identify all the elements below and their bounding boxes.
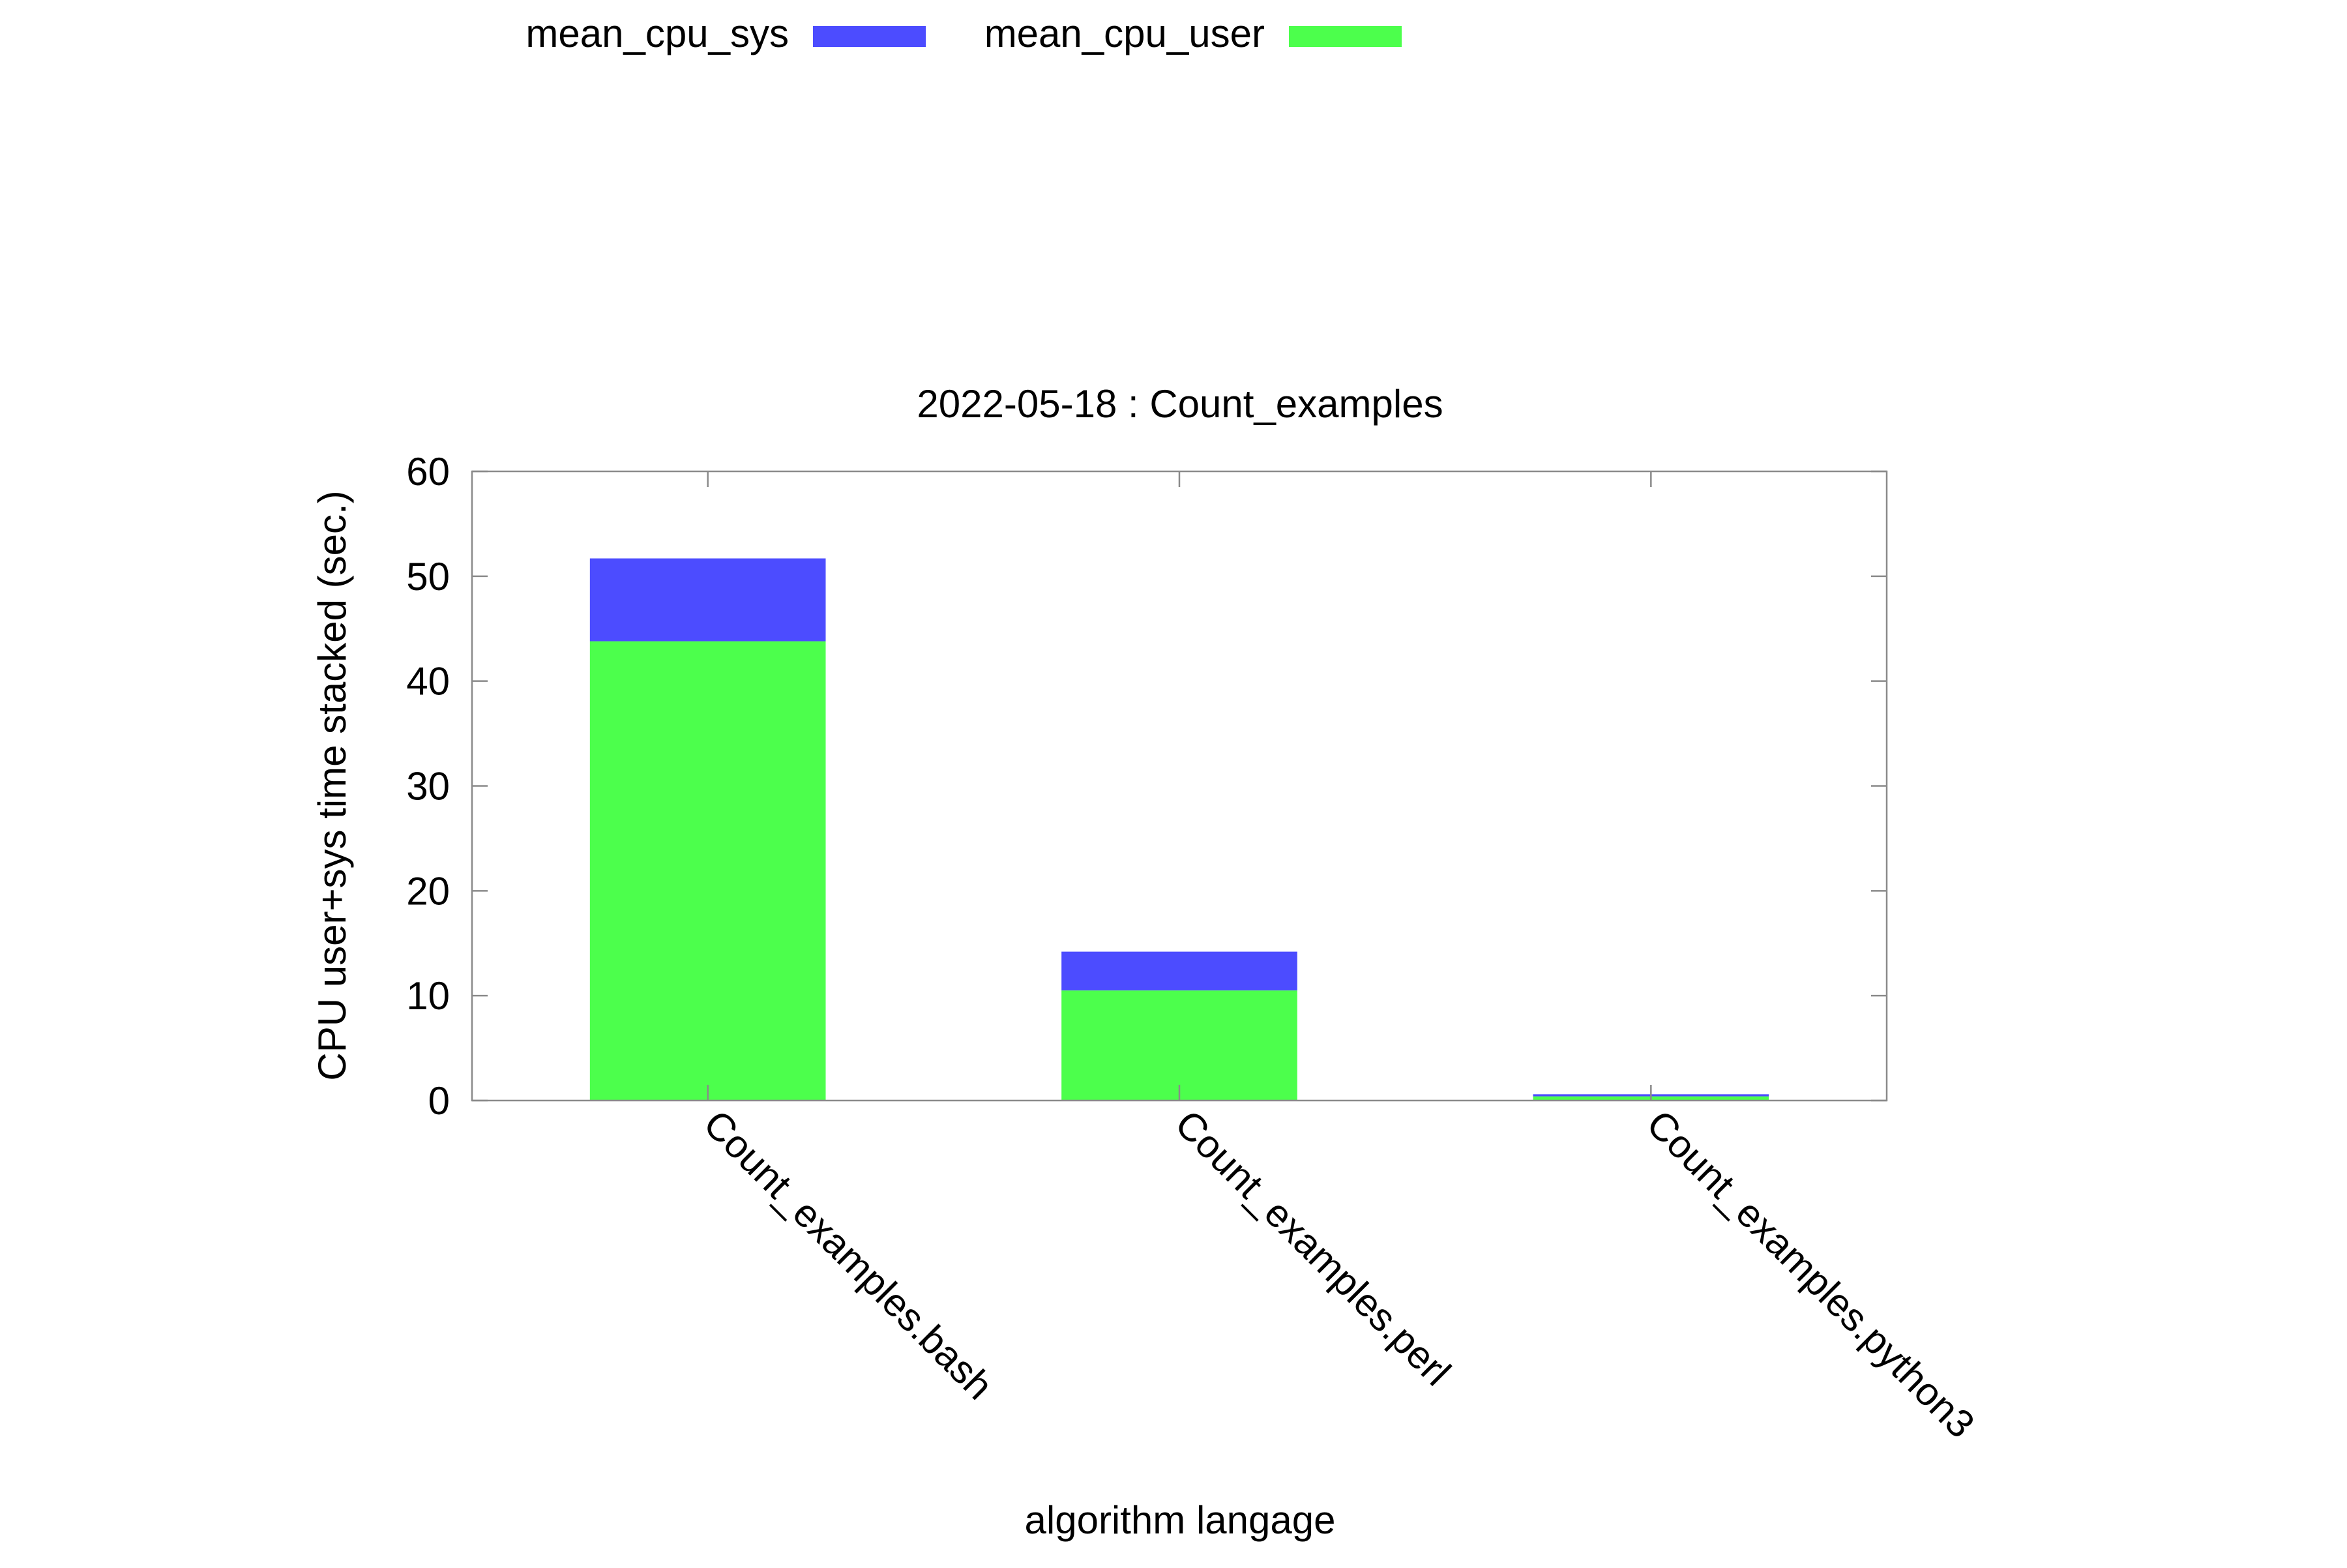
bar-mean_cpu_user-1 [589,641,826,1101]
y-axis-label: CPU user+sys time stacked (sec.) [310,490,354,1080]
bar-mean_cpu_sys-2 [1061,951,1297,991]
x-axis-label: algorithm langage [1025,1498,1336,1542]
legend-swatch-mean_cpu_sys [813,26,926,47]
axis-ticks [472,470,1887,1102]
y-tick-label-3: 30 [406,765,450,808]
y-tick-label-2: 20 [406,869,450,913]
y-tick-label-4: 40 [406,660,450,703]
legend-label-mean_cpu_user: mean_cpu_user [984,12,1265,55]
x-tick-label-1: Count_examples.bash [696,1102,1002,1408]
legend-label-mean_cpu_sys: mean_cpu_sys [525,12,789,55]
legend-swatch-mean_cpu_user [1289,26,1402,47]
legend: mean_cpu_sys mean_cpu_user [525,12,1402,55]
bars [589,558,1769,1101]
x-tick-label-2: Count_examples.perl [1167,1102,1459,1394]
bar-mean_cpu_user-2 [1061,990,1297,1101]
y-tick-label-5: 50 [406,555,450,599]
bar-mean_cpu_sys-1 [589,558,826,642]
chart-title: 2022-05-18 : Count_examples [917,382,1443,426]
y-tick-label-1: 10 [406,974,450,1018]
y-tick-label-0: 0 [428,1079,450,1123]
y-tick-label-6: 60 [406,450,450,494]
y-tick-labels: 0 10 20 30 40 50 60 [406,450,450,1123]
x-tick-label-3: Count_examples.python3 [1638,1102,1983,1447]
x-tick-labels: Count_examples.bash Count_examples.perl Co… [696,1102,1983,1447]
